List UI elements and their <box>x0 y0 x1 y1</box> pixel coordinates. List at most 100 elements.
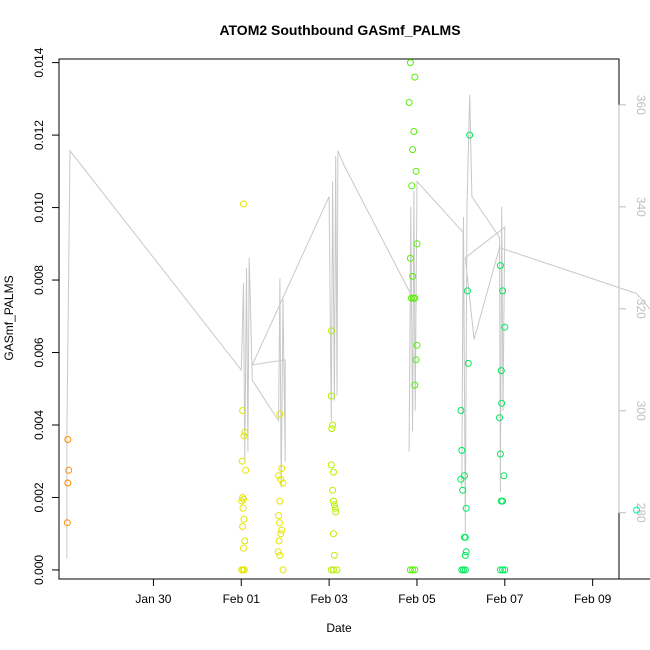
data-point <box>411 381 419 389</box>
data-point <box>496 450 504 458</box>
data-point <box>64 436 72 443</box>
data-point <box>459 486 467 494</box>
data-point <box>330 530 337 538</box>
data-point <box>240 515 248 523</box>
data-point <box>239 407 247 414</box>
data-point <box>458 446 466 454</box>
data-point <box>406 566 414 574</box>
data-point <box>409 146 417 154</box>
data-point <box>330 566 337 574</box>
data-point <box>276 410 284 418</box>
data-point <box>279 479 287 487</box>
data-point <box>240 495 247 503</box>
data-point <box>274 548 282 556</box>
data-point <box>327 327 335 335</box>
data-point <box>411 294 419 302</box>
data-point <box>498 399 506 407</box>
altitude-line-layer <box>66 94 650 559</box>
x-tick-label: Jan 30 <box>135 592 171 606</box>
data-point <box>331 504 339 512</box>
data-point <box>240 566 248 574</box>
data-point <box>464 287 471 295</box>
data-point <box>457 475 465 483</box>
data-point <box>462 504 470 512</box>
chart-title: ATOM2 Southbound GASmf_PALMS <box>219 22 460 38</box>
data-point <box>410 128 418 135</box>
data-point <box>409 272 417 280</box>
data-point <box>276 519 283 527</box>
data-point <box>412 356 420 364</box>
x-tick-label: Feb 09 <box>574 592 612 606</box>
data-point <box>332 508 340 516</box>
x-tick-label: Feb 01 <box>223 592 261 606</box>
data-point <box>499 287 507 295</box>
altitude-trace <box>66 94 650 559</box>
data-point <box>238 457 246 465</box>
data-point <box>327 392 335 400</box>
y-tick-label: 0.014 <box>32 47 46 77</box>
x-axis-label: Date <box>326 621 352 635</box>
y-tick-label: 0.004 <box>32 410 46 440</box>
data-point <box>460 472 468 480</box>
data-point <box>276 551 284 559</box>
data-point <box>412 167 420 175</box>
y-axis-label: GASmf_PALMS <box>2 275 16 360</box>
data-point <box>242 466 250 474</box>
data-point <box>65 466 73 474</box>
data-point <box>411 73 419 81</box>
y-tick-label: 0.002 <box>32 482 46 512</box>
data-point <box>405 99 413 106</box>
y-tick-label: 0.006 <box>32 337 46 367</box>
data-point <box>497 367 505 375</box>
data-point <box>275 512 283 520</box>
data-point <box>240 200 247 208</box>
data-point <box>328 425 336 433</box>
data-point <box>464 359 472 367</box>
data-point <box>411 566 419 574</box>
data-point <box>277 530 285 538</box>
data-point <box>330 468 337 476</box>
data-point <box>499 497 507 505</box>
y2-tick-label: 300 <box>634 401 648 421</box>
data-point <box>496 262 504 270</box>
data-point <box>330 551 338 559</box>
data-point <box>461 551 469 559</box>
data-point <box>409 566 417 574</box>
data-point <box>408 182 416 190</box>
data-point <box>278 465 286 472</box>
data-point <box>499 566 507 574</box>
data-point <box>413 240 421 248</box>
data-points-layer <box>63 59 641 574</box>
data-point <box>327 461 335 469</box>
y-tick-label: 0.000 <box>32 555 46 585</box>
data-point <box>240 544 247 552</box>
data-point <box>501 566 509 574</box>
data-point <box>406 254 414 262</box>
data-point <box>238 497 246 505</box>
data-point <box>461 566 469 574</box>
data-point <box>462 548 470 556</box>
plot-frame <box>58 58 620 580</box>
data-point <box>496 414 503 422</box>
data-point <box>501 323 509 331</box>
data-point <box>277 475 285 483</box>
data-point <box>279 566 287 574</box>
y-tick-label: 0.010 <box>32 192 46 222</box>
data-point <box>278 526 286 534</box>
y-tick-label: 0.008 <box>32 265 46 295</box>
data-point <box>330 497 337 505</box>
y2-tick-label: 280 <box>634 503 648 523</box>
data-point <box>333 566 341 574</box>
data-point <box>330 501 338 509</box>
data-point <box>329 486 337 494</box>
data-point <box>633 506 641 514</box>
data-point <box>460 533 468 541</box>
data-point <box>413 341 421 349</box>
data-point <box>275 537 283 545</box>
data-point <box>407 294 415 302</box>
x-tick-label: Feb 07 <box>486 592 524 606</box>
data-point <box>240 432 248 440</box>
data-point <box>239 523 247 530</box>
